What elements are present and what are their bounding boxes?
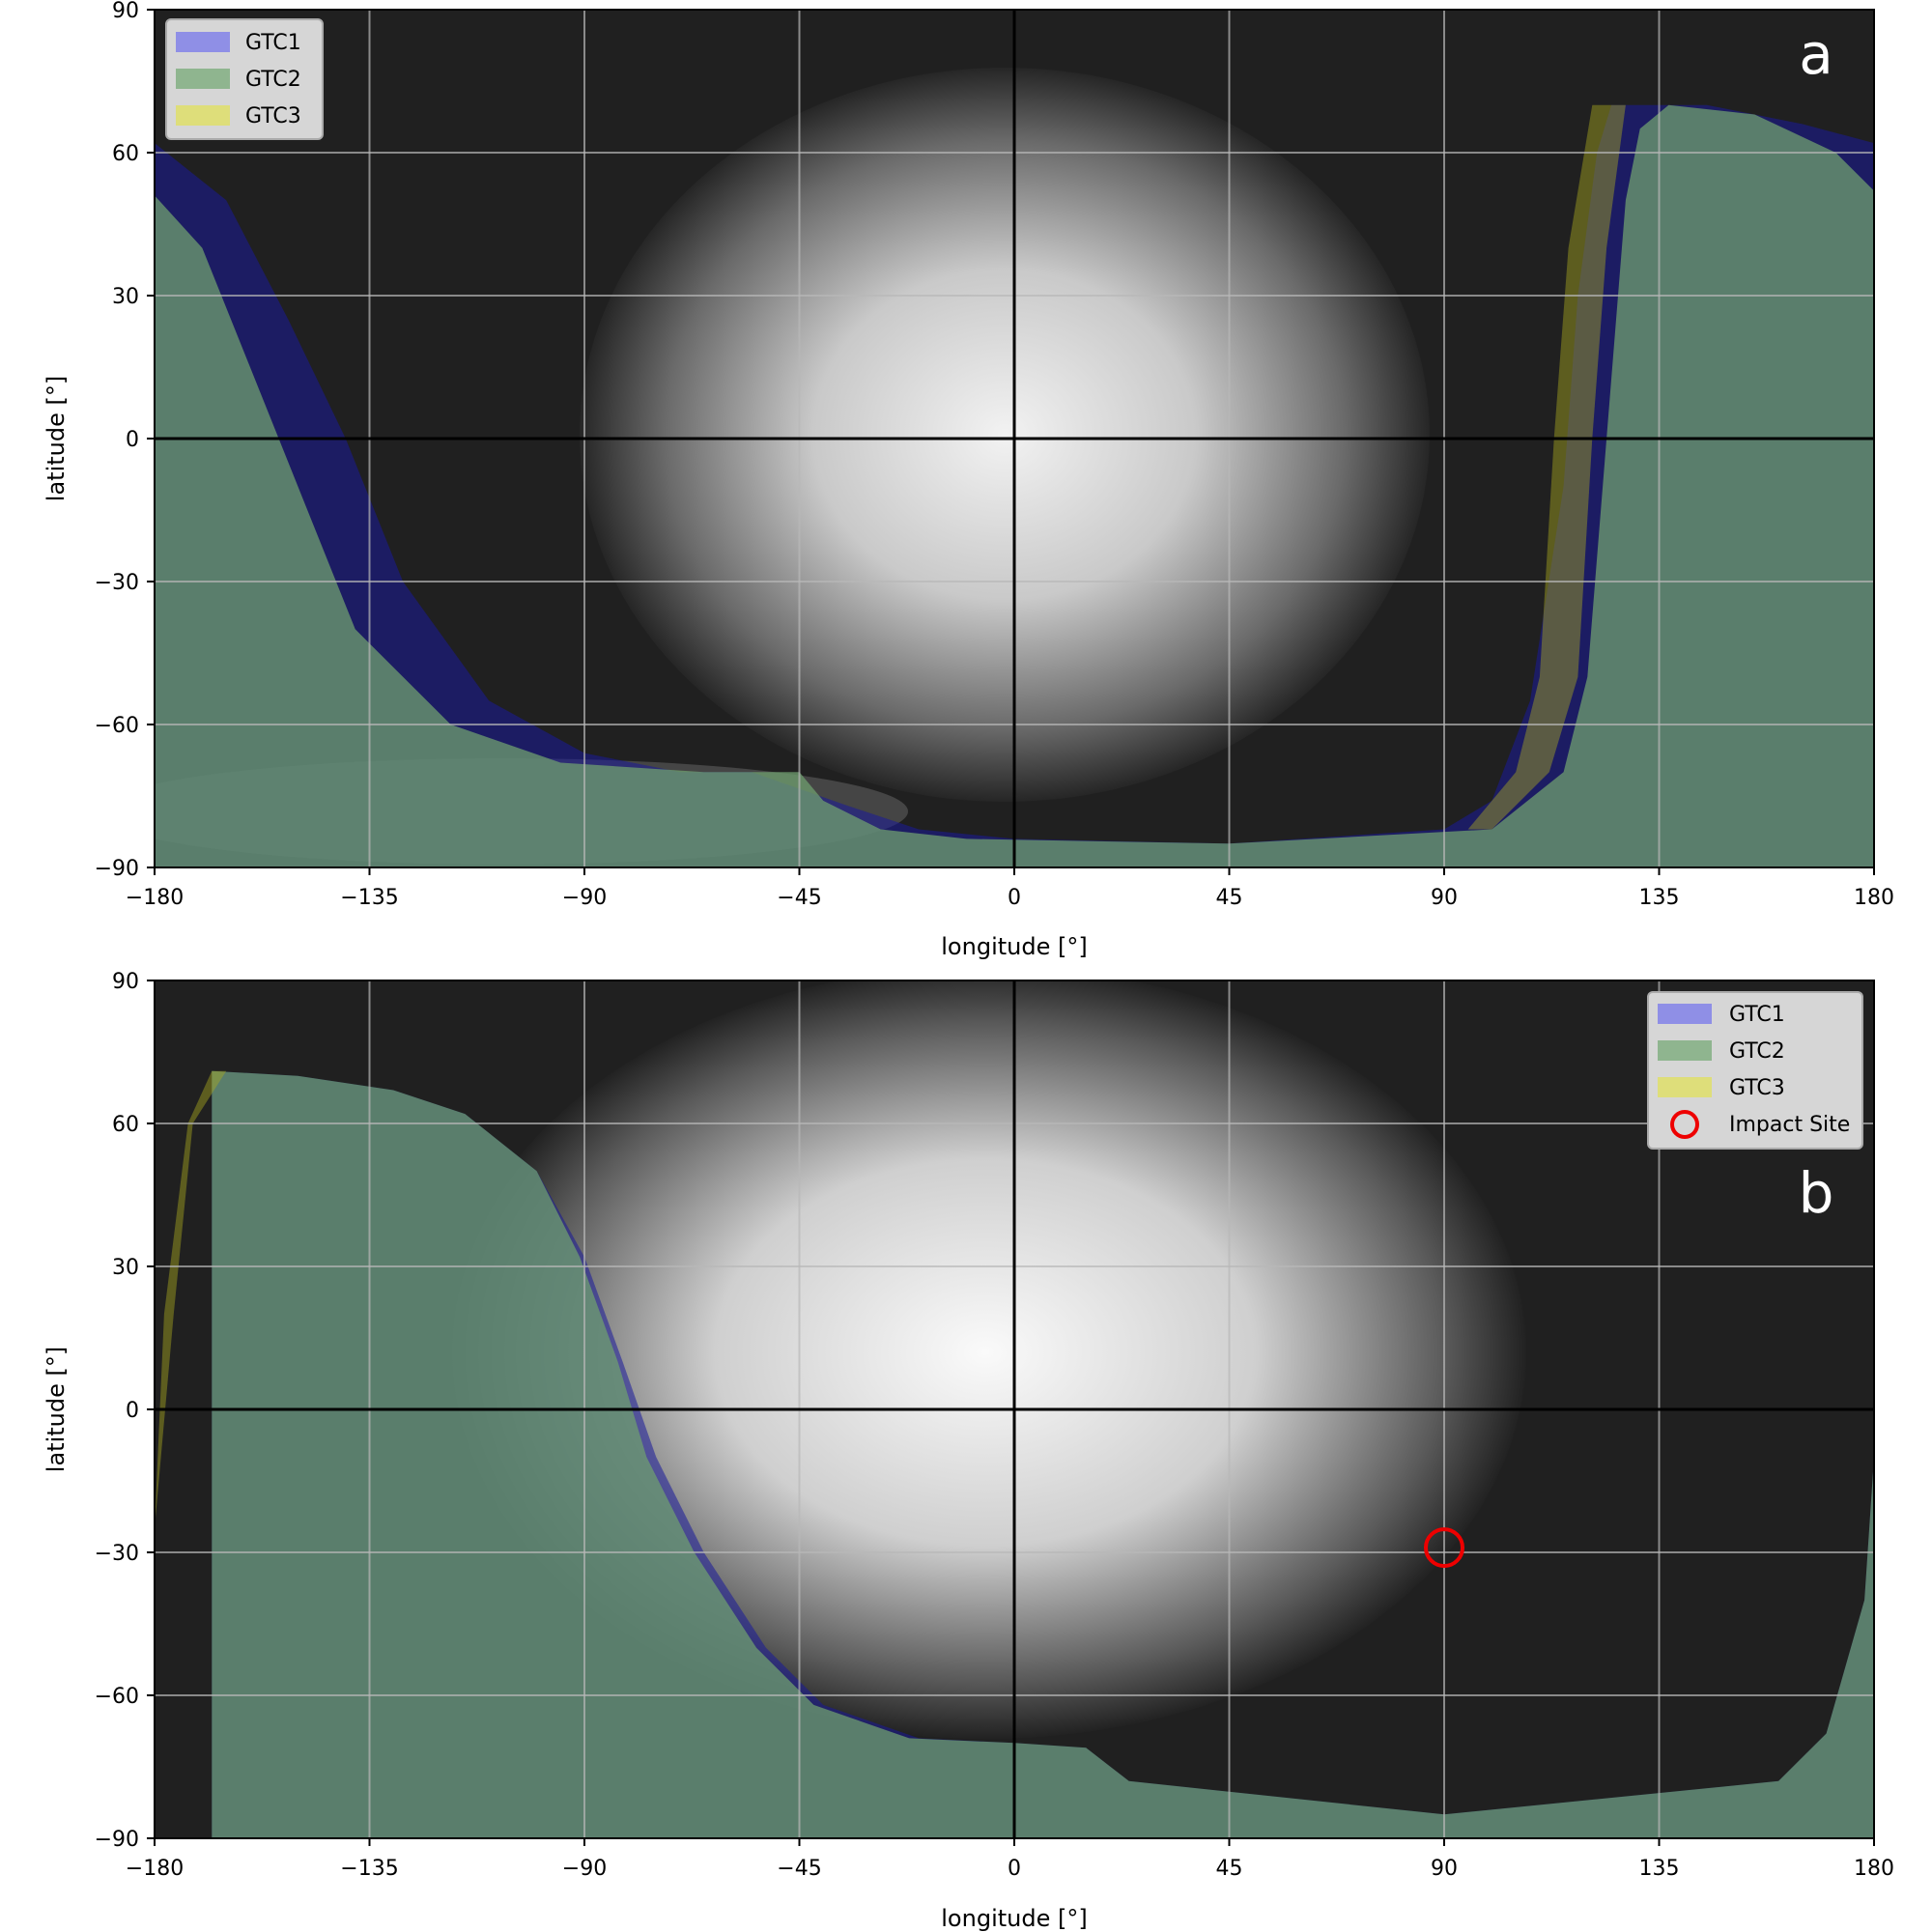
zero-lines-b: [155, 980, 1874, 1838]
panel-a: −180 −135 −90 −45 0 45 90 135 180 −90 −60 −30 0 30 60…: [43, 0, 1894, 960]
legend-b: GTC1 GTC2 GTC3 Impact Site: [1647, 991, 1863, 1150]
y-ticks-a: −90 −60 −30 0 30 60 90: [95, 0, 155, 881]
x-tick-label: −135: [340, 1857, 398, 1881]
impact-site-marker: [1424, 1527, 1464, 1569]
y-tick-label: −60: [95, 1685, 139, 1709]
y-tick-label: −30: [95, 1542, 139, 1566]
y-tick-label: 60: [112, 142, 139, 166]
y-tick-label: 90: [112, 0, 139, 23]
y-ticks-b: −90 −60 −30 0 30 60 90: [95, 970, 155, 1852]
body-shading-b: [444, 980, 1526, 1739]
legend-label-gtc1-a: GTC1: [245, 31, 301, 55]
legend-swatch-gtc1-a: [176, 32, 230, 52]
legend-swatch-gtc2-a: [176, 69, 230, 89]
x-tick-label: −45: [777, 1857, 821, 1881]
panel-label-a: a: [1799, 21, 1833, 87]
legend-marker-impact-site: [1670, 1110, 1699, 1139]
coverage-area-gtc2-b: [212, 1070, 1874, 1838]
impact-site-marker-group: [1424, 1527, 1464, 1569]
y-tick-label: −90: [95, 857, 139, 881]
x-tick-label: −135: [340, 886, 398, 910]
x-tick-label: −180: [126, 886, 184, 910]
legend-box-b: [1647, 991, 1863, 1150]
x-tick-label: 45: [1216, 886, 1243, 910]
coverage-areas-a: [155, 104, 1874, 867]
legend-a: GTC1 GTC2 GTC3: [165, 18, 324, 140]
coverage-area-gtc3-b: [155, 1070, 227, 1529]
y-tick-label: 30: [112, 1256, 139, 1280]
legend-label-gtc2-a: GTC2: [245, 68, 301, 92]
y-tick-label: −30: [95, 571, 139, 595]
panel-b: −180 −135 −90 −45 0 45 90 135 180 −90 −60 −30 0 30 60…: [43, 970, 1894, 1932]
legend-swatch-gtc2-b: [1658, 1040, 1712, 1061]
y-tick-label: 0: [126, 1399, 139, 1423]
x-tick-label: −45: [777, 886, 821, 910]
x-tick-label: 90: [1431, 886, 1458, 910]
x-tick-label: 135: [1639, 886, 1680, 910]
basemap-b: [444, 980, 1526, 1739]
x-tick-label: −90: [562, 886, 607, 910]
x-axis-label-b: longitude [°]: [941, 1905, 1087, 1932]
zero-lines-a: [155, 10, 1874, 867]
legend-swatch-gtc1-b: [1658, 1004, 1712, 1024]
coverage-areas-b: [155, 1070, 1874, 1838]
body-shading-a: [580, 68, 1430, 802]
legend-label-gtc3-a: GTC3: [245, 104, 301, 128]
legend-label-gtc2-b: GTC2: [1729, 1039, 1785, 1064]
legend-label-gtc3-b: GTC3: [1729, 1076, 1785, 1100]
legend-label-impact-site: Impact Site: [1729, 1113, 1850, 1137]
x-tick-label: 180: [1854, 886, 1894, 910]
y-tick-label: −60: [95, 714, 139, 738]
y-axis-label-b: latitude [°]: [43, 1347, 70, 1472]
x-tick-label: −90: [562, 1857, 607, 1881]
panel-label-b: b: [1799, 1160, 1834, 1226]
y-axis-label-a: latitude [°]: [43, 376, 70, 501]
x-tick-label: 45: [1216, 1857, 1243, 1881]
y-tick-label: 0: [126, 428, 139, 452]
x-axis-label-a: longitude [°]: [941, 933, 1087, 960]
x-tick-label: 180: [1854, 1857, 1894, 1881]
x-tick-label: 90: [1431, 1857, 1458, 1881]
y-tick-label: 90: [112, 970, 139, 994]
x-tick-label: 0: [1008, 1857, 1021, 1881]
y-tick-label: −90: [95, 1828, 139, 1852]
x-tick-label: −180: [126, 1857, 184, 1881]
x-tick-label: 0: [1008, 886, 1021, 910]
legend-swatch-gtc3-a: [176, 105, 230, 126]
legend-swatch-gtc3-b: [1658, 1077, 1712, 1097]
x-tick-label: 135: [1639, 1857, 1680, 1881]
x-ticks-b: −180 −135 −90 −45 0 45 90 135 180: [126, 1838, 1894, 1881]
coverage-area-gtc2-a: [155, 104, 1874, 867]
legend-label-gtc1-b: GTC1: [1729, 1003, 1785, 1027]
y-tick-label: 30: [112, 285, 139, 309]
x-ticks-a: −180 −135 −90 −45 0 45 90 135 180: [126, 867, 1894, 910]
y-tick-label: 60: [112, 1113, 139, 1137]
coverage-area-gtc3-a: [1467, 104, 1626, 830]
